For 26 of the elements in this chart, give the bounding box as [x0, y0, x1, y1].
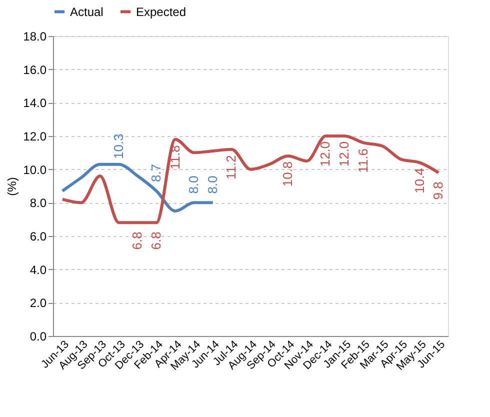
y-tick-label: 10.0	[23, 162, 47, 177]
data-label: 8.0	[186, 176, 202, 194]
data-label: 11.6	[355, 148, 370, 173]
y-tick-label: 6.0	[30, 230, 47, 244]
y-tick-label: 4.0	[30, 262, 47, 277]
y-tick-label: 0.0	[30, 330, 47, 344]
y-axis-title: (%)	[5, 177, 20, 196]
y-tick-label: 16.0	[23, 62, 47, 77]
legend-label: Expected	[136, 4, 186, 19]
data-label: 8.7	[148, 164, 164, 182]
legend-label: Actual	[70, 4, 104, 19]
data-label: 11.2	[224, 155, 239, 180]
y-tick-label: 8.0	[30, 196, 47, 210]
y-tick-label: 12.0	[23, 130, 47, 144]
data-label: 12.0	[336, 141, 352, 167]
data-label: 6.8	[130, 232, 145, 250]
data-label: 8.0	[204, 176, 220, 194]
data-label: 9.8	[430, 182, 446, 200]
data-label: 10.8	[280, 161, 296, 187]
y-tick-label: 2.0	[30, 296, 47, 310]
data-label: 10.3	[110, 134, 126, 159]
y-tick-label: 14.0	[23, 96, 47, 110]
data-label: 6.8	[148, 232, 164, 250]
y-tick-label: 18.0	[23, 30, 47, 44]
data-label: 12.0	[318, 141, 333, 167]
data-label: 10.4	[412, 168, 427, 194]
